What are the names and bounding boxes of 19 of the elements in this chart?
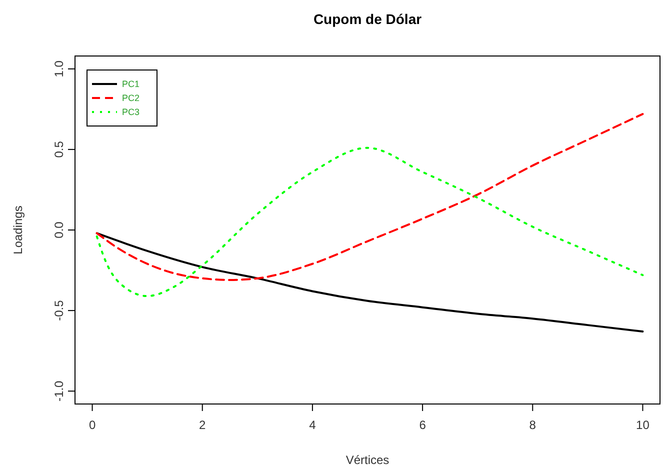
y-axis-title: Loadings <box>11 206 25 254</box>
y-tick-label: -1.0 <box>52 380 66 402</box>
x-tick-label: 8 <box>529 418 536 432</box>
legend-label: PC2 <box>122 93 140 103</box>
x-tick-label: 10 <box>636 418 650 432</box>
x-tick-label: 4 <box>309 418 316 432</box>
x-axis-title: Vértices <box>346 453 390 467</box>
chart-title: Cupom de Dólar <box>313 11 422 27</box>
y-tick-label: -0.5 <box>52 300 66 321</box>
x-tick-label: 6 <box>419 418 426 432</box>
y-tick-label: 1.0 <box>52 60 66 78</box>
line-series <box>96 232 644 332</box>
line-series <box>96 146 644 298</box>
legend-label: PC3 <box>122 107 140 117</box>
y-tick-label: 0.5 <box>52 140 66 158</box>
legend-label: PC1 <box>122 79 140 89</box>
x-tick-label: 2 <box>199 418 206 432</box>
x-tick-label: 0 <box>88 418 96 432</box>
y-tick-label: 0.0 <box>52 221 66 238</box>
